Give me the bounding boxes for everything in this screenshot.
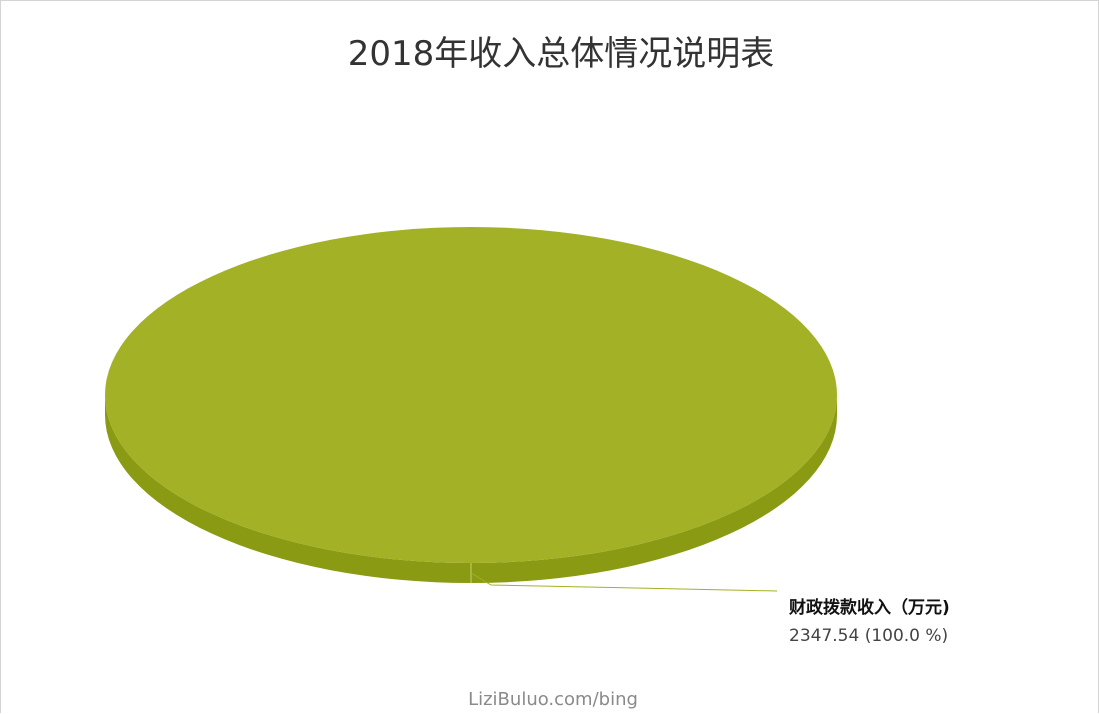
chart-title: 2018年收入总体情况说明表 bbox=[348, 34, 775, 74]
pie-group bbox=[105, 227, 837, 592]
watermark-text: LiziBuluo.com/bing bbox=[468, 689, 638, 710]
slice-label-name: 财政拨款收入（万元) bbox=[788, 597, 950, 618]
slice-leader-line bbox=[470, 572, 778, 592]
pie-slice-0[interactable] bbox=[105, 227, 837, 563]
slice-label-value: 2347.54 (100.0 %) bbox=[789, 626, 948, 646]
